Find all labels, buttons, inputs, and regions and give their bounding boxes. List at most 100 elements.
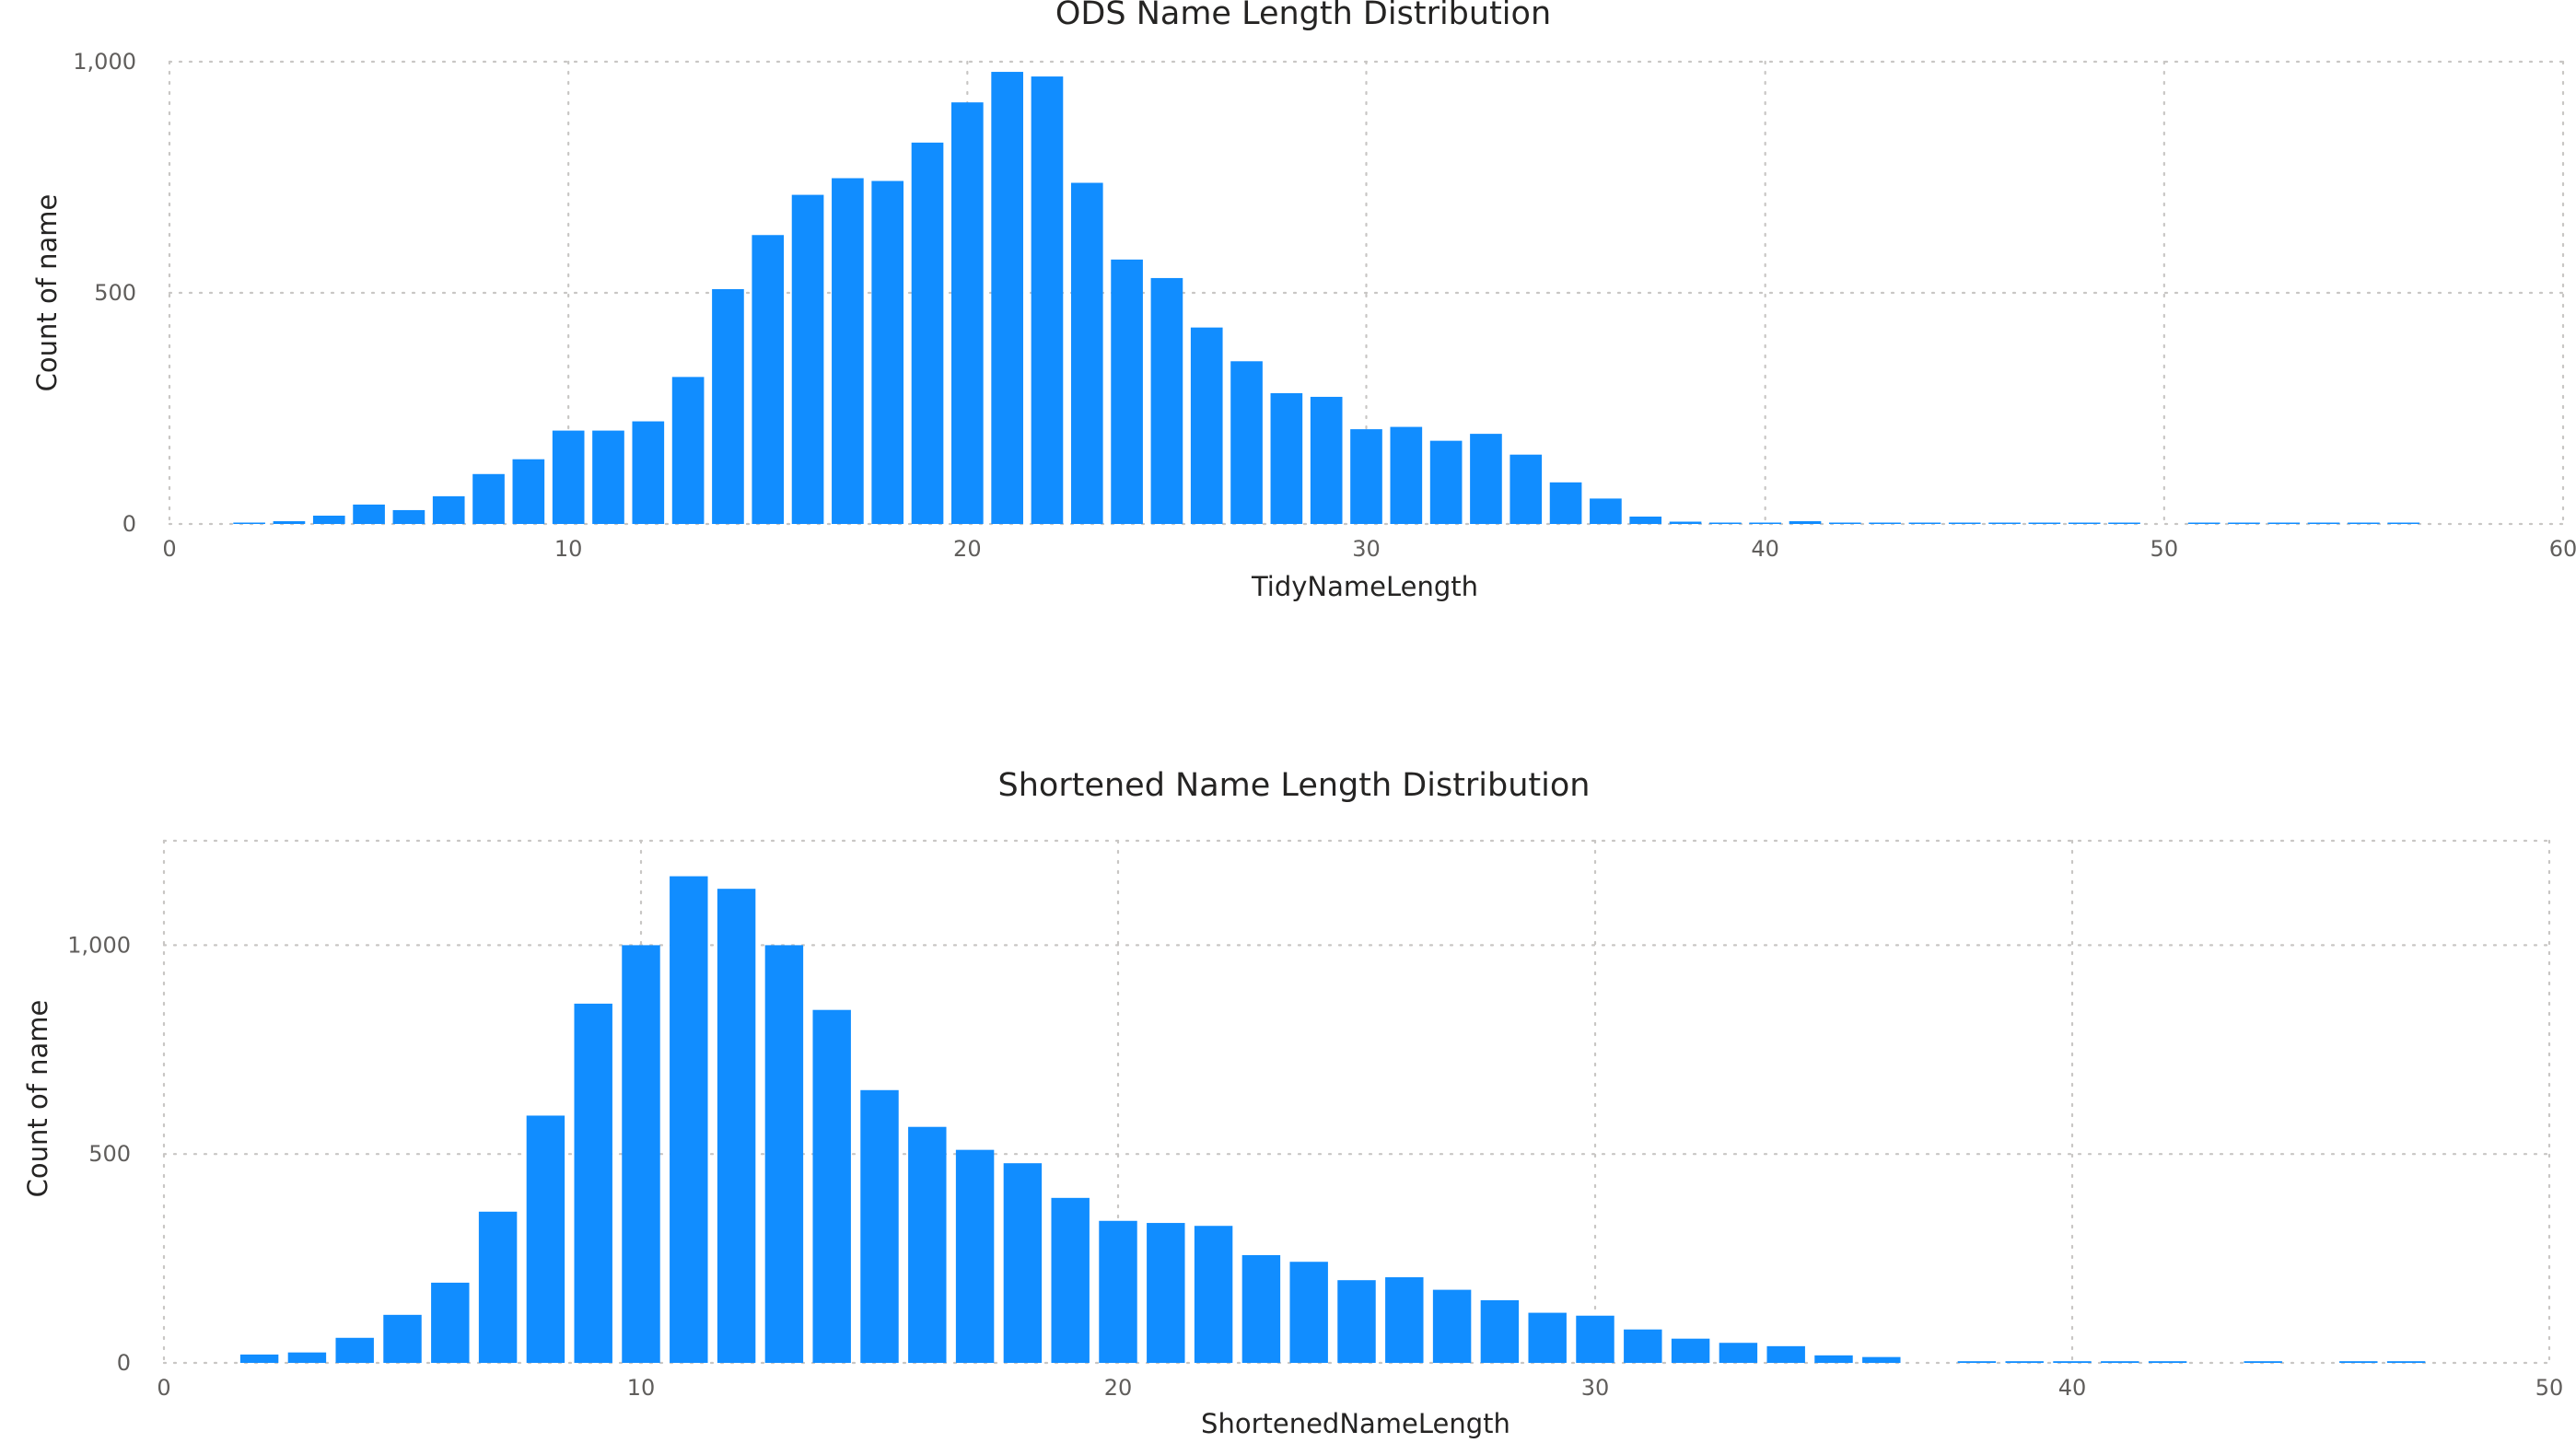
bar[interactable] bbox=[472, 473, 505, 524]
bar[interactable] bbox=[552, 430, 585, 524]
bar[interactable] bbox=[2068, 522, 2101, 525]
bar[interactable] bbox=[832, 178, 864, 524]
bar[interactable] bbox=[1150, 277, 1183, 524]
bar[interactable] bbox=[1988, 522, 2021, 525]
bar[interactable] bbox=[1766, 1345, 1805, 1363]
bar[interactable] bbox=[2339, 1361, 2378, 1363]
bar[interactable] bbox=[1749, 522, 1781, 524]
bar[interactable] bbox=[1869, 522, 1901, 525]
bar[interactable] bbox=[1194, 1226, 1233, 1363]
bar[interactable] bbox=[1814, 1355, 1853, 1363]
bar[interactable] bbox=[1099, 1220, 1137, 1363]
bar[interactable] bbox=[2053, 1361, 2092, 1363]
bar[interactable] bbox=[2307, 522, 2340, 525]
bar[interactable] bbox=[1470, 434, 1502, 524]
bar[interactable] bbox=[812, 1009, 851, 1363]
bar[interactable] bbox=[1147, 1223, 1185, 1363]
bar[interactable] bbox=[764, 945, 804, 1363]
bar[interactable] bbox=[622, 945, 660, 1363]
bar[interactable] bbox=[1350, 429, 1382, 524]
bar[interactable] bbox=[2005, 1361, 2044, 1363]
bar[interactable] bbox=[1385, 1277, 1424, 1363]
bar[interactable] bbox=[1908, 522, 1941, 525]
bar[interactable] bbox=[2267, 522, 2301, 525]
bar[interactable] bbox=[1624, 1329, 1662, 1363]
bar[interactable] bbox=[1003, 1163, 1043, 1363]
bar[interactable] bbox=[1337, 1280, 1376, 1363]
bar[interactable] bbox=[911, 142, 944, 524]
bar[interactable] bbox=[1719, 1343, 1758, 1363]
bar[interactable] bbox=[592, 430, 624, 524]
bar[interactable] bbox=[2244, 1361, 2282, 1363]
bar[interactable] bbox=[1948, 522, 1981, 525]
bar[interactable] bbox=[273, 520, 306, 524]
bar[interactable] bbox=[2028, 522, 2061, 525]
bar[interactable] bbox=[860, 1089, 899, 1363]
bar[interactable] bbox=[752, 235, 785, 524]
bar[interactable] bbox=[478, 1211, 518, 1363]
bar[interactable] bbox=[1549, 482, 1582, 524]
bar[interactable] bbox=[1289, 1262, 1328, 1363]
bar[interactable] bbox=[871, 180, 904, 525]
bar[interactable] bbox=[791, 194, 824, 525]
bar[interactable] bbox=[1111, 259, 1143, 524]
bar[interactable] bbox=[512, 459, 545, 524]
bar[interactable] bbox=[335, 1337, 374, 1363]
bar[interactable] bbox=[233, 522, 265, 524]
bar[interactable] bbox=[1576, 1315, 1614, 1363]
bar[interactable] bbox=[1241, 1254, 1281, 1363]
bar[interactable] bbox=[1070, 182, 1103, 525]
bar[interactable] bbox=[955, 1149, 995, 1363]
bar[interactable] bbox=[1669, 521, 1702, 524]
bar[interactable] bbox=[2348, 522, 2380, 525]
bar[interactable] bbox=[1230, 361, 1263, 524]
y-tick-label: 1,000 bbox=[73, 49, 136, 75]
bar[interactable] bbox=[2187, 522, 2220, 525]
bar[interactable] bbox=[312, 515, 345, 524]
bar[interactable] bbox=[2386, 1361, 2426, 1363]
bar[interactable] bbox=[951, 102, 984, 525]
bar[interactable] bbox=[353, 504, 385, 524]
bar[interactable] bbox=[1480, 1299, 1520, 1363]
bar[interactable] bbox=[1310, 396, 1343, 524]
bar[interactable] bbox=[526, 1115, 565, 1363]
bar[interactable] bbox=[1629, 516, 1662, 524]
bar[interactable] bbox=[1051, 1197, 1090, 1363]
bar[interactable] bbox=[574, 1003, 612, 1363]
bar[interactable] bbox=[2101, 1361, 2139, 1363]
bar[interactable] bbox=[2228, 522, 2260, 525]
bar[interactable] bbox=[717, 889, 756, 1363]
bar[interactable] bbox=[383, 1314, 422, 1363]
bar[interactable] bbox=[670, 876, 708, 1363]
bar[interactable] bbox=[392, 509, 425, 524]
bar[interactable] bbox=[1862, 1356, 1901, 1363]
bar[interactable] bbox=[2108, 522, 2140, 525]
bar[interactable] bbox=[1957, 1361, 1997, 1363]
bar[interactable] bbox=[431, 1282, 470, 1363]
bar[interactable] bbox=[991, 72, 1023, 524]
x-tick-label: 20 bbox=[1104, 1375, 1133, 1401]
bar[interactable] bbox=[632, 421, 665, 524]
bar[interactable] bbox=[239, 1354, 279, 1363]
bar[interactable] bbox=[287, 1352, 327, 1363]
bar[interactable] bbox=[1390, 426, 1423, 524]
bar[interactable] bbox=[712, 288, 744, 524]
bar[interactable] bbox=[1190, 327, 1223, 524]
bar[interactable] bbox=[908, 1126, 947, 1363]
y-axis-label: Count of name bbox=[31, 194, 63, 392]
bar[interactable] bbox=[2148, 1361, 2187, 1363]
bar[interactable] bbox=[1528, 1312, 1567, 1363]
bar[interactable] bbox=[1031, 76, 1064, 525]
bar[interactable] bbox=[1828, 522, 1861, 524]
bar[interactable] bbox=[1671, 1338, 1710, 1363]
bar[interactable] bbox=[1429, 440, 1463, 524]
bar[interactable] bbox=[1509, 454, 1543, 524]
bar[interactable] bbox=[1789, 520, 1822, 524]
bar[interactable] bbox=[1709, 522, 1742, 524]
bar[interactable] bbox=[2387, 522, 2420, 525]
bar[interactable] bbox=[432, 495, 465, 524]
bar[interactable] bbox=[1270, 392, 1303, 524]
bar[interactable] bbox=[1590, 498, 1622, 524]
bar[interactable] bbox=[1432, 1289, 1472, 1363]
bar[interactable] bbox=[671, 377, 705, 524]
